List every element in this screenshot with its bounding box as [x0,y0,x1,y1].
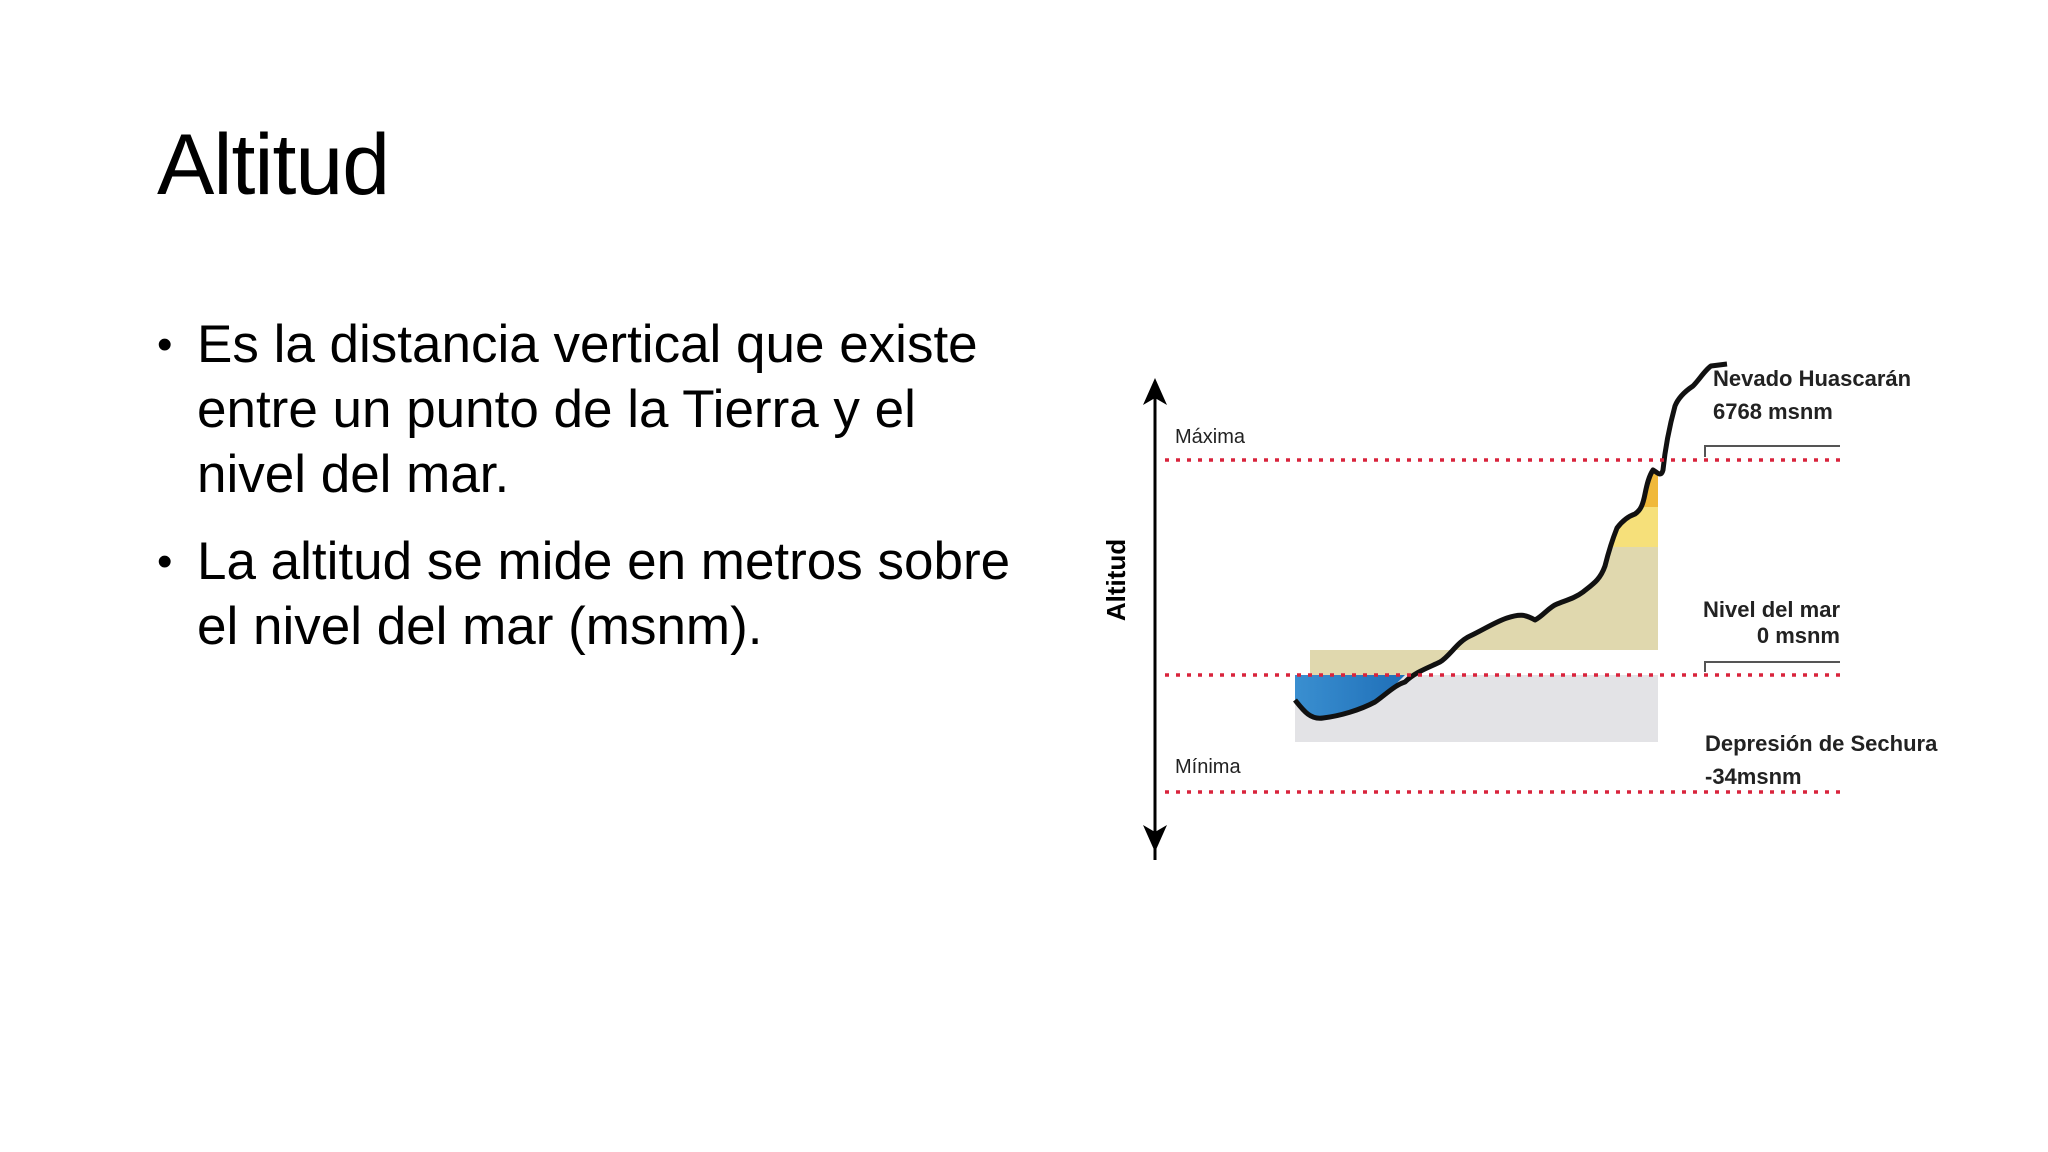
sea-callout-bracket [1704,661,1840,672]
bullet-item: • La altitud se mide en metros sobre el … [155,529,1035,659]
bullet-text: Es la distancia vertical que existe entr… [197,315,978,504]
depression-name-label: Depresión de Sechura [1705,731,1938,756]
depression-value-label: -34msnm [1705,764,1802,789]
altitude-diagram-svg: Altitud Máxima Mínima Nevado Huascarán 6 [1101,360,1938,860]
band-yellow [1310,507,1658,547]
slide-title: Altitud [157,117,390,213]
altitude-bands [1310,364,1658,675]
bullet-list: • Es la distancia vertical que existe en… [155,312,1035,681]
band-top [1310,364,1658,385]
bullet-dot: • [157,320,173,369]
sea-area [1295,675,1405,719]
altitude-axis-label: Altitud [1101,539,1131,621]
max-label: Máxima [1175,426,1246,448]
band-orange [1310,467,1658,507]
terrain-profile-line [1293,361,1728,721]
band-dark-brown [1310,385,1658,427]
bullet-dot: • [157,537,173,586]
altitude-diagram: Altitud Máxima Mínima Nevado Huascarán 6 [1095,360,1995,885]
band-mask [1658,360,1728,680]
sea-level-name-label: Nivel del mar [1703,597,1840,622]
peak-name-label: Nevado Huascarán [1713,366,1911,391]
axis-arrow-down-icon [1143,825,1167,852]
peak-value-label: 6768 msnm [1713,399,1833,424]
axis-arrow-up-icon [1143,378,1167,405]
min-label: Mínima [1175,756,1241,778]
bullet-item: • Es la distancia vertical que existe en… [155,312,1035,507]
peak-callout-bracket [1704,445,1840,457]
sea-level-value-label: 0 msnm [1757,623,1840,648]
bullet-text: La altitud se mide en metros sobre el ni… [197,532,1011,656]
